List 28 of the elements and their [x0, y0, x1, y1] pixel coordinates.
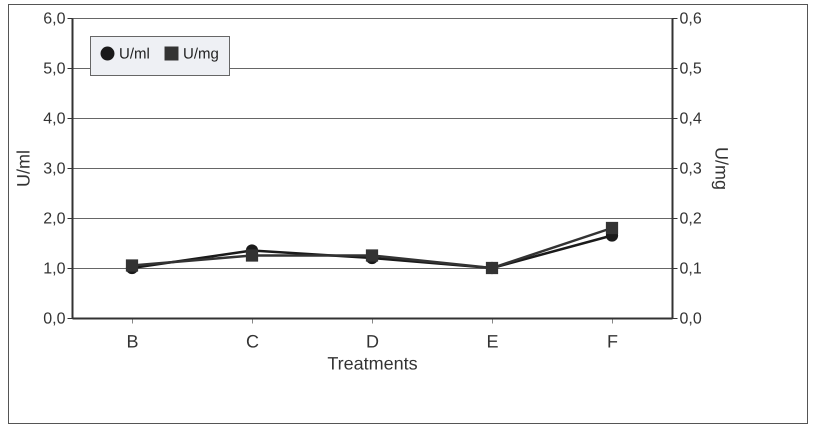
x-tick-label: F: [607, 332, 618, 352]
legend-label: U/ml: [119, 46, 150, 63]
x-axis-title: Treatments: [327, 354, 418, 374]
x-tick-label: C: [246, 332, 259, 352]
y-tick-label: 6,0: [43, 10, 66, 28]
y-tick-label: 4,0: [43, 110, 66, 128]
point: [606, 222, 618, 234]
point: [366, 249, 378, 262]
x-tick-label: E: [486, 332, 499, 352]
x-tick-label: B: [126, 332, 139, 352]
y-tick-label: 1,0: [43, 260, 66, 278]
y2-tick-label: 0,3: [680, 160, 702, 178]
y2-tick-label: 0,5: [680, 60, 702, 78]
y-axis-title: U/ml: [13, 150, 34, 187]
y2-axis-title: U/mg: [712, 146, 732, 190]
x-tick-label: D: [366, 332, 379, 352]
y2-tick-label: 0,0: [680, 310, 702, 328]
y2-tick-label: 0,6: [680, 10, 702, 28]
y-tick-label: 0,0: [43, 310, 66, 328]
y2-tick-label: 0,2: [680, 210, 702, 228]
y-tick-label: 2,0: [43, 210, 66, 228]
point: [246, 249, 258, 262]
y-tick-label: 5,0: [43, 60, 66, 78]
legend-label: U/mg: [183, 46, 219, 63]
point: [126, 259, 138, 272]
y2-tick-label: 0,4: [680, 110, 702, 128]
y2-tick-label: 0,1: [680, 260, 702, 278]
y-tick-label: 3,0: [43, 160, 66, 178]
